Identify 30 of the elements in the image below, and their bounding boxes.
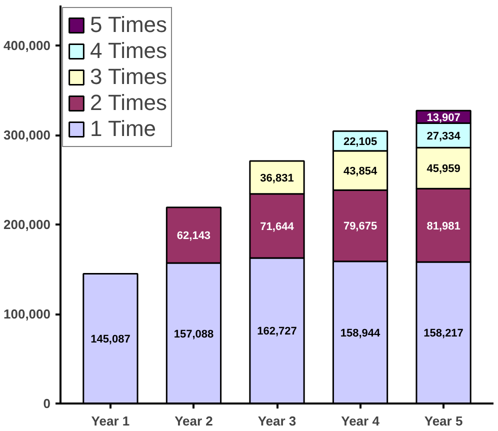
data-label: 43,854 <box>343 165 378 178</box>
legend-label: 3 Times <box>90 64 168 90</box>
data-label: 79,675 <box>343 220 378 233</box>
x-tick-label: Year 4 <box>341 414 380 428</box>
data-label: 157,088 <box>174 328 214 340</box>
y-tick-label: 0 <box>43 396 51 411</box>
legend-label: 1 Time <box>90 116 156 142</box>
data-label: 158,217 <box>424 328 464 340</box>
y-tick-label: 200,000 <box>4 217 51 232</box>
data-label: 27,334 <box>426 130 462 142</box>
data-label: 36,831 <box>260 172 294 184</box>
y-tick-label: 400,000 <box>4 38 51 54</box>
data-label: 13,907 <box>426 112 460 124</box>
data-label: 45,959 <box>426 163 460 176</box>
data-label: 71,644 <box>260 220 295 233</box>
x-tick-label: Year 3 <box>258 414 296 428</box>
legend-label: 5 Times <box>90 12 168 38</box>
data-label: 22,105 <box>343 136 378 148</box>
data-label: 145,087 <box>90 334 130 346</box>
x-tick-label: Year 2 <box>174 414 213 428</box>
x-tick-label: Year 1 <box>91 414 130 428</box>
data-label: 62,143 <box>176 230 211 242</box>
legend-label: 2 Times <box>90 90 168 116</box>
data-label: 158,944 <box>340 327 382 340</box>
data-label: 162,727 <box>257 326 297 338</box>
y-tick-label: 300,000 <box>4 128 51 143</box>
x-tick-label: Year 5 <box>424 414 463 428</box>
data-label: 81,981 <box>426 220 460 232</box>
legend-label: 4 Times <box>90 38 168 64</box>
y-tick-label: 100,000 <box>4 306 51 322</box>
